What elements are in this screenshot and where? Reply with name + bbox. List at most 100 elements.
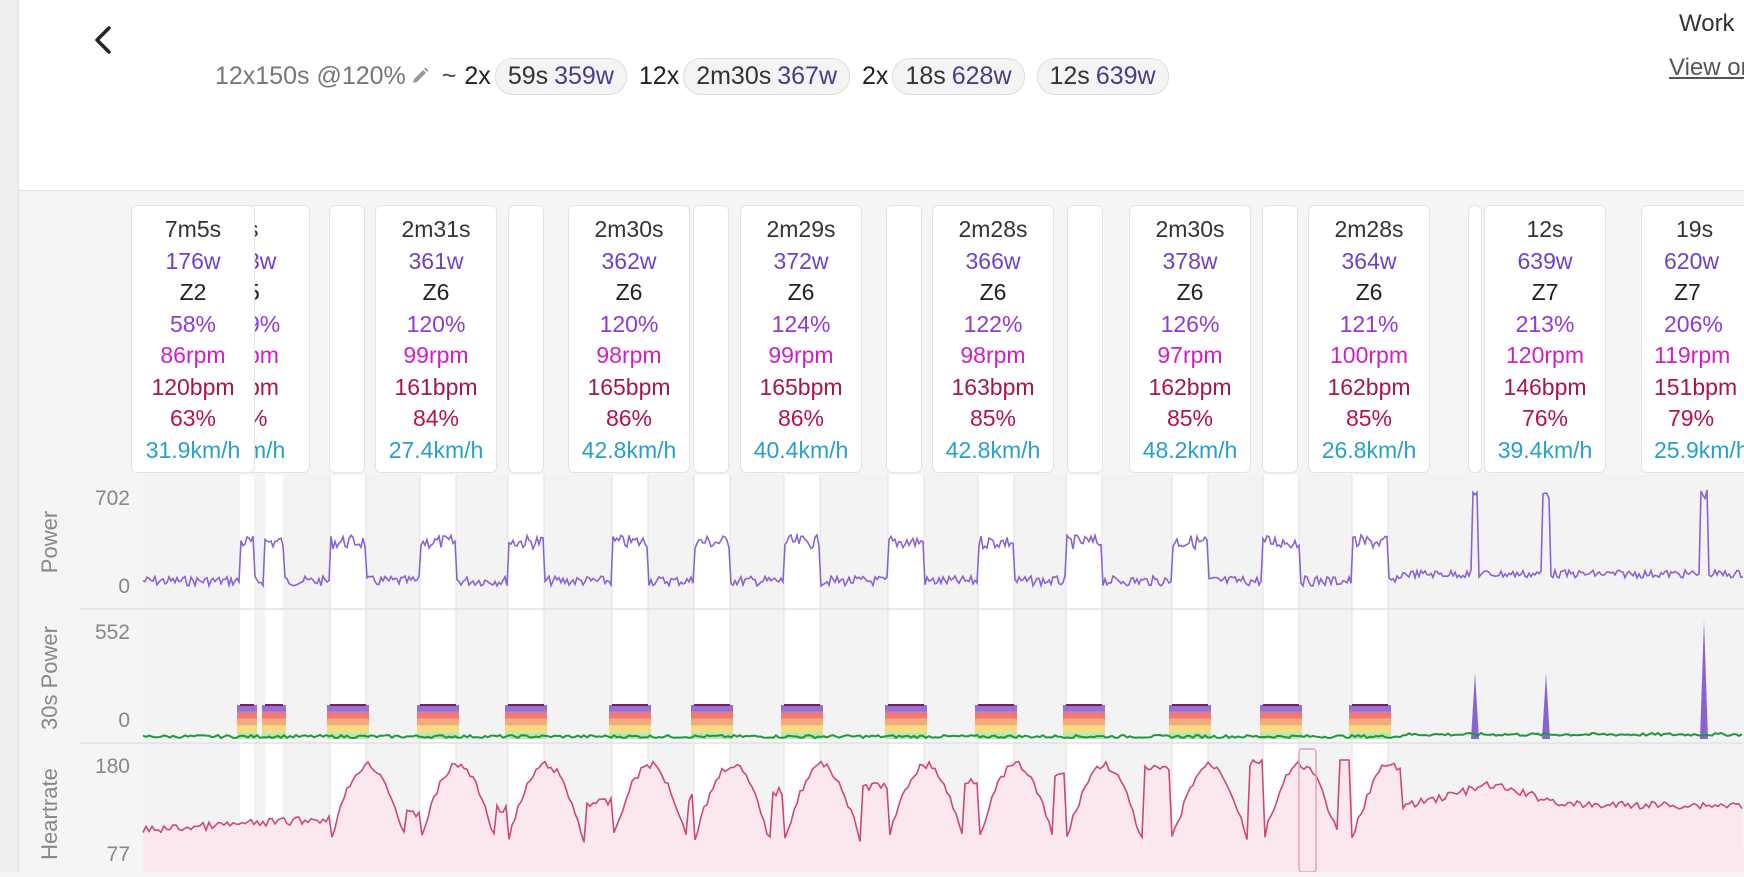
power30-axis-label: 30s Power <box>37 626 62 730</box>
zone-fill <box>1063 732 1105 739</box>
power-y-max: 702 <box>94 487 130 510</box>
approx-symbol: ~ <box>441 61 457 90</box>
rest-interval-card[interactable] <box>693 205 729 473</box>
zone-fill <box>417 718 459 726</box>
back-chevron-icon[interactable] <box>85 20 125 60</box>
interval-hr-percent: % <box>247 405 268 431</box>
interval-card[interactable]: 12s 639w Z7 213% 120rpm 146bpm 76% 39.4k… <box>1484 205 1606 473</box>
interval-card[interactable]: 7m5s 176w Z2 58% 86rpm 120bpm 63% 31.9km… <box>131 205 255 473</box>
interval-group[interactable]: 2x 18s 628w <box>862 57 1025 95</box>
power-line <box>142 489 1744 589</box>
zone-fill <box>885 718 927 726</box>
interval-card[interactable]: 19s 620w Z7 206% 119rpm 151bpm 79% 25.9k… <box>1641 205 1744 473</box>
interval-ftp-percent: 121% <box>1339 310 1399 337</box>
interval-power: 361w <box>408 247 464 274</box>
rest-interval-card[interactable] <box>329 205 365 473</box>
zone-fill <box>262 705 286 712</box>
interval-duration: 2m28s <box>958 216 1028 242</box>
interval-speed: 42.8km/h <box>581 436 677 463</box>
zone-fill <box>781 705 823 712</box>
interval-card[interactable]: 2m28s 364w Z6 121% 100rpm 162bpm 85% 26.… <box>1308 205 1430 473</box>
activity-charts: Power 702 0 30s Power 552 0 Heartrate 18… <box>0 475 1744 873</box>
group-count: 2x <box>862 61 889 90</box>
zone-fill <box>1260 705 1302 712</box>
interval-ftp-percent: 58% <box>169 310 217 337</box>
edit-pencil-icon[interactable] <box>410 66 430 86</box>
interval-zone: Z7 <box>1674 279 1701 305</box>
interval-card[interactable]: 2m30s 378w Z6 126% 97rpm 162bpm 85% 48.2… <box>1129 205 1251 473</box>
zone-fill <box>975 705 1017 712</box>
interval-ftp-percent: 122% <box>963 310 1023 337</box>
rest-interval-card[interactable] <box>1262 205 1298 473</box>
zone-fill <box>1349 711 1391 719</box>
interval-card[interactable]: 2m28s 366w Z6 122% 98rpm 163bpm 85% 42.8… <box>932 205 1054 473</box>
zone-fill <box>505 725 547 733</box>
zone-fill <box>237 732 257 739</box>
interval-group[interactable]: 12x 2m30s 367w <box>638 57 851 95</box>
zone-fill <box>237 725 257 733</box>
group-count: 12x <box>638 61 680 90</box>
interval-speed: 25.9km/h <box>1654 436 1744 463</box>
zone-fill <box>505 718 547 726</box>
zone-fill <box>505 711 547 719</box>
work-summary: Work 1( <box>1679 10 1744 38</box>
interval-cadence: 97rpm <box>1157 342 1223 368</box>
interval-ftp-percent: 120% <box>406 310 466 337</box>
zone-fill <box>1063 725 1105 733</box>
effort-band <box>265 475 283 872</box>
group-duration: 2m30s <box>696 61 772 90</box>
rest-interval-card[interactable] <box>1468 205 1482 473</box>
power30-line <box>142 731 1743 740</box>
zone-fill <box>505 705 547 712</box>
zone-fill <box>1169 725 1211 733</box>
interval-group[interactable]: 2x 59s 359w <box>464 57 627 95</box>
interval-heartrate: 165bpm <box>587 373 671 400</box>
zone-fill <box>1349 725 1391 733</box>
interval-cadence: 86rpm <box>160 342 226 368</box>
zone-fill <box>1349 732 1391 739</box>
interval-duration: s <box>247 214 309 246</box>
group-chip: 18s 628w <box>892 57 1025 95</box>
rest-interval-card[interactable] <box>1067 205 1103 473</box>
zone-fill <box>781 718 823 726</box>
power30-y-max: 552 <box>94 621 130 644</box>
view-on-link[interactable]: View on <box>1669 54 1744 81</box>
spike-fill <box>1542 673 1550 739</box>
interval-zone: Z6 <box>1355 279 1383 305</box>
interval-card[interactable]: 2m31s 361w Z6 120% 99rpm 161bpm 84% 27.4… <box>375 205 497 473</box>
interval-heartrate: 165bpm <box>759 373 843 400</box>
activity-chart-canvas[interactable] <box>0 475 1744 873</box>
zone-fill <box>975 725 1017 733</box>
interval-power: 176w <box>165 247 221 274</box>
interval-card[interactable]: 2m29s 372w Z6 124% 99rpm 165bpm 86% 40.4… <box>740 205 862 473</box>
interval-hr-percent: 63% <box>169 405 217 431</box>
interval-cadence: pm <box>247 342 279 368</box>
interval-zone: Z6 <box>979 279 1007 305</box>
rest-interval-card[interactable] <box>886 205 922 473</box>
interval-power: 378w <box>1162 247 1218 274</box>
zone-fill <box>1349 705 1391 712</box>
interval-ftp-percent: 124% <box>771 310 831 337</box>
interval-hr-percent: 85% <box>1345 405 1393 431</box>
interval-zone: Z6 <box>1176 279 1204 305</box>
interval-zone: Z6 <box>787 279 815 305</box>
interval-summary: 12x150s @120% ~ 2x 59s 359w 12x 2m30s 36… <box>215 56 1181 96</box>
interval-hr-percent: 85% <box>1166 405 1214 431</box>
interval-power: 366w <box>965 247 1021 274</box>
interval-hr-percent: 86% <box>605 405 653 431</box>
interval-duration: 2m28s <box>1334 216 1404 242</box>
interval-heartrate: 120bpm <box>151 373 235 400</box>
interval-card[interactable]: 2m30s 362w Z6 120% 98rpm 165bpm 86% 42.8… <box>568 205 690 473</box>
zone-fill <box>237 718 257 726</box>
interval-speed: 48.2km/h <box>1142 436 1238 463</box>
zone-fill <box>975 718 1017 726</box>
interval-speed: 39.4km/h <box>1497 436 1593 463</box>
interval-group[interactable]: 12s 639w <box>1036 57 1169 95</box>
interval-ftp-percent: 213% <box>1515 310 1575 337</box>
zone-fill <box>237 705 257 712</box>
rest-interval-card[interactable] <box>508 205 544 473</box>
group-duration: 12s <box>1049 61 1090 90</box>
zone-fill <box>327 711 369 719</box>
interval-cadence: 119rpm <box>1654 342 1731 368</box>
zone-fill <box>327 718 369 726</box>
